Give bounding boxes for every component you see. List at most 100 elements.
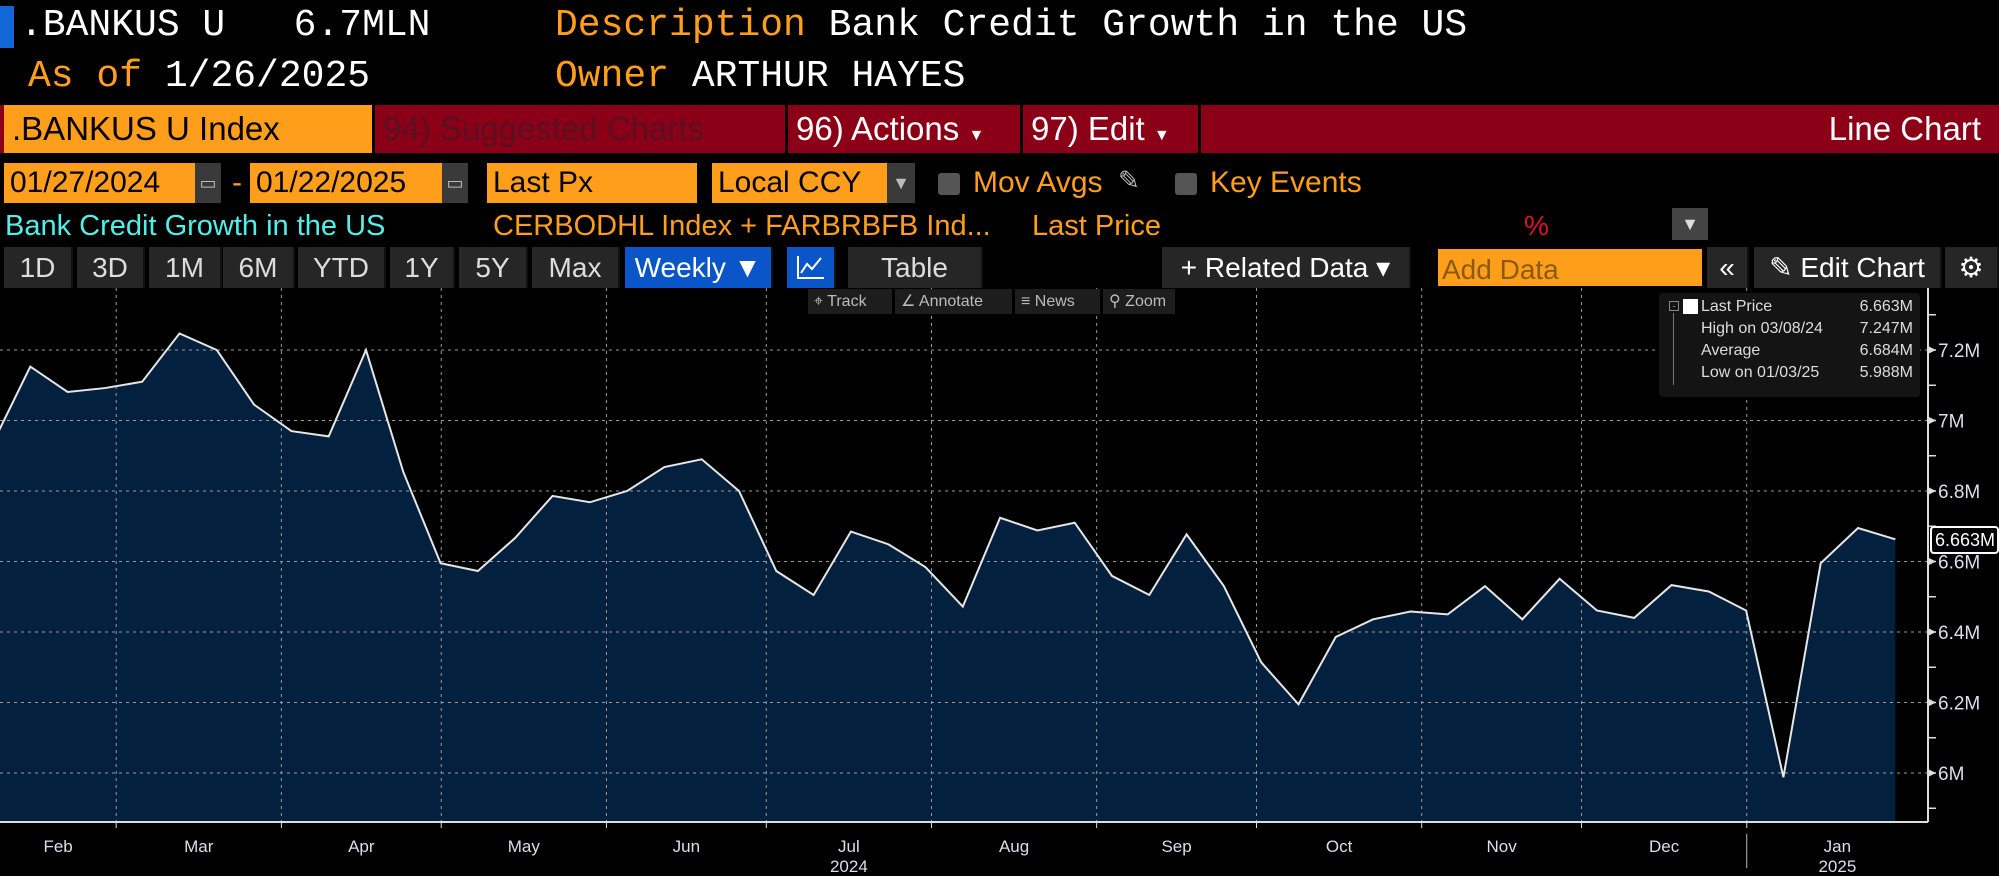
table-button[interactable]: Table [848,247,983,288]
gear-icon[interactable]: ⚙ [1945,247,1999,288]
tool-annotate[interactable]: ∠ Annotate [895,289,1012,314]
suggested-charts-menu[interactable]: 94) Suggested Charts [375,105,788,153]
period-button-5y[interactable]: 5Y [459,247,528,288]
x-tick-label: Aug [999,837,1029,856]
currency-select[interactable]: Local CCY [712,163,887,203]
y-tick-label: 6.8M [1938,482,1980,503]
chart-legend: - Last Price 6.663M High on 03/08/24 7.247… [1659,293,1920,397]
year-label: 2024 [830,857,868,876]
line-chart[interactable]: 6M 6.2M 6.4M 6.6M 6.8M 7M 7.2M Feb Mar Apr May Jun J… [0,288,1999,876]
mov-avgs-checkbox[interactable] [938,173,960,195]
mov-avgs-label: Mov Avgs [973,166,1103,199]
description: Bank Credit Growth in the US [828,4,1468,47]
asof-date: 1/26/2025 [164,55,371,98]
asof-label: As of [28,55,143,98]
actions-label: 96) Actions [796,110,960,147]
edit-menu[interactable]: 97) Edit ▼ [1023,105,1201,153]
period-button-3d[interactable]: 3D [77,247,145,288]
x-tick-label: May [508,837,541,856]
field-select[interactable]: Last Px [487,163,697,203]
edit-label: 97) Edit [1031,110,1145,147]
chevron-down-icon[interactable]: ▼ [887,163,915,203]
legend-average: Average 6.684M [1701,341,1913,361]
y-tick-marker [1928,557,1936,566]
x-tick-label: Mar [184,837,214,856]
period-button-6m[interactable]: 6M [223,247,295,288]
asof-line: As of 1/26/2025 [28,53,370,101]
legend-label: High on 03/08/24 [1701,320,1823,337]
y-tick-marker [1928,698,1936,707]
security-indicator [0,6,14,48]
line-chart-icon[interactable] [787,247,836,288]
last-price-tag: 6.663M [1930,526,1999,554]
edit-chart-button[interactable]: ✎ Edit Chart [1754,247,1942,288]
legend-value: 6.684M [1859,342,1913,359]
tool-track[interactable]: ⌖ Track [808,289,892,314]
y-tick-marker [1928,628,1936,636]
tool-zoom[interactable]: ⚲ Zoom [1103,289,1175,314]
collapse-icon[interactable]: - [1669,301,1679,311]
collapse-dropdown-icon[interactable]: ▼ [1672,208,1708,240]
dropdown-arrow-icon: ▼ [1153,127,1170,144]
y-tick-label: 7M [1938,412,1964,433]
legend-value: 5.988M [1859,364,1913,381]
description-label: Description [555,4,806,47]
series-line [0,332,1896,778]
y-tick-label: 6.4M [1938,623,1980,644]
owner-label: Owner [555,55,670,98]
calendar-icon[interactable]: ▭ [442,163,468,203]
x-tick-label: Jan [1824,837,1851,856]
y-tick-marker [1928,769,1936,777]
y-tick-label: 7.2M [1938,341,1980,362]
ticker-value: 6.7MLN [293,4,431,47]
percent-toggle[interactable]: % [1524,210,1549,241]
ticker-line: .BANKUS U 6.7MLN [20,2,430,50]
x-tick-label: Apr [348,837,375,856]
period-button-ytd[interactable]: YTD [298,247,386,288]
period-button-max[interactable]: Max [532,247,620,288]
edit-chart-label: Edit Chart [1800,252,1925,283]
key-events-label: Key Events [1210,166,1362,199]
period-button-1y[interactable]: 1Y [390,247,455,288]
key-events-checkbox[interactable] [1175,173,1197,195]
series-swatch [1683,299,1698,314]
y-tick-marker [1928,346,1936,354]
related-data-button[interactable]: + Related Data ▾ [1162,247,1411,288]
end-date-input[interactable]: 01/22/2025 [250,163,442,203]
legend-label: Low on 01/03/25 [1701,364,1820,381]
security-field[interactable]: .BANKUS U Index [4,105,375,153]
legend-low: Low on 01/03/25 5.988M [1701,363,1913,383]
area-fill [0,333,1896,822]
zoom-icon: ⚲ [1109,293,1126,310]
pencil-icon[interactable]: ✎ [1118,165,1140,195]
legend-value: 7.247M [1859,320,1913,337]
start-date-input[interactable]: 01/27/2024 [4,163,195,203]
owner-line: Owner ARTHUR HAYES [555,53,966,101]
date-separator: - [232,166,242,199]
x-tick-label: Dec [1649,837,1680,856]
y-tick-marker [1928,487,1936,495]
owner: ARTHUR HAYES [691,55,966,98]
x-tick-label: Jul [838,837,860,856]
x-tick-label: Sep [1161,837,1191,856]
period-button-1d[interactable]: 1D [4,247,73,288]
add-data-input[interactable]: Add Data [1436,247,1704,288]
year-label: 2025 [1818,857,1856,876]
tool-label: News [1034,293,1075,310]
chart-type-label: Line Chart [1828,110,1981,147]
tool-news[interactable]: ≡ News [1015,289,1100,314]
tool-label: Zoom [1125,293,1167,310]
collapse-panel-button[interactable]: « [1707,247,1749,288]
description-line: Description Bank Credit Growth in the US [555,2,1467,50]
series-name: Bank Credit Growth in the US [5,210,386,242]
legend-label: Last Price [1701,298,1773,315]
calendar-icon[interactable]: ▭ [195,163,221,203]
y-tick-marker [1928,416,1936,425]
series-field: Last Price [1032,210,1161,242]
frequency-select[interactable]: Weekly ▼ [625,247,773,288]
actions-menu[interactable]: 96) Actions ▼ [788,105,1023,153]
legend-tree-line [1673,313,1674,385]
period-button-1m[interactable]: 1M [149,247,222,288]
legend-high: High on 03/08/24 7.247M [1701,319,1913,339]
y-tick-label: 6.2M [1938,694,1980,715]
